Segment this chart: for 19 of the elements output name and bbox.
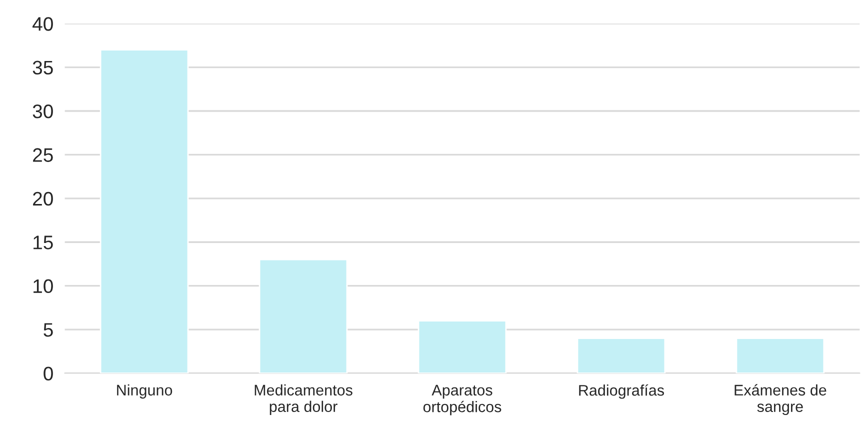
y-tick-label: 20	[33, 192, 53, 206]
y-tick-label: 25	[33, 148, 53, 162]
x-tick-label: Ninguno	[117, 384, 172, 399]
x-tick-label: Radiografías	[579, 384, 664, 399]
y-tick-label: 5	[44, 323, 53, 337]
y-tick-label: 30	[32, 104, 53, 118]
x-tick-label: Aparatos ortopédicos	[423, 384, 502, 416]
y-tick-label: 10	[34, 279, 53, 294]
y-tick-label: 15	[34, 236, 53, 250]
x-tick-label: Exámenes de sangre	[734, 384, 826, 416]
y-tick-label: 40	[32, 17, 53, 31]
bar	[736, 338, 825, 374]
bar	[418, 320, 507, 374]
y-tick-label: 35	[32, 60, 53, 75]
y-tick-label: 0	[44, 366, 53, 380]
bar	[576, 338, 666, 374]
x-tick-label: Medicamentos para dolor	[254, 384, 352, 416]
bar	[100, 49, 189, 374]
bar	[258, 258, 348, 374]
